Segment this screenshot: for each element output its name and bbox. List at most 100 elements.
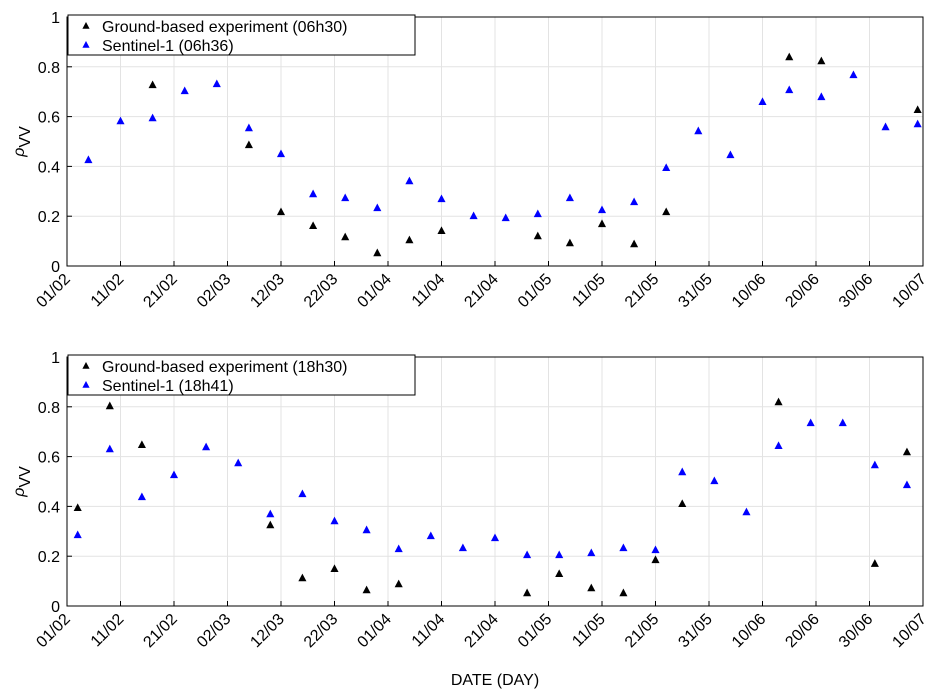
data-point	[244, 123, 253, 132]
y-axis-subscript: VV	[17, 126, 34, 148]
data-point	[533, 231, 542, 240]
data-point	[726, 150, 735, 159]
legend-box	[67, 14, 416, 56]
data-point	[523, 550, 532, 559]
x-tick-label: 10/07	[889, 611, 929, 651]
data-point	[116, 116, 125, 125]
data-point	[309, 189, 318, 198]
data-point	[785, 85, 794, 94]
data-point	[597, 205, 607, 214]
data-point	[458, 543, 467, 552]
axes-frame	[66, 356, 924, 607]
data-point	[148, 80, 157, 89]
x-tick-label: 11/02	[88, 611, 128, 651]
data-point	[785, 52, 794, 61]
data-point	[870, 559, 879, 567]
x-tick-label: 22/03	[301, 271, 341, 311]
y-tick-label: 0.8	[38, 60, 60, 77]
data-point	[330, 516, 339, 525]
data-point	[362, 525, 371, 534]
data-point	[244, 140, 253, 149]
data-point	[758, 97, 767, 106]
x-tick-label: 20/06	[782, 271, 822, 311]
data-point	[555, 550, 564, 559]
data-point	[105, 401, 114, 410]
data-point	[394, 544, 403, 553]
data-point	[73, 503, 82, 512]
y-axis-symbol: ρ	[11, 488, 28, 498]
data-point	[817, 92, 826, 101]
x-tick-label: 11/02	[88, 271, 128, 311]
data-point	[806, 418, 815, 427]
data-point	[565, 193, 574, 202]
data-point	[774, 441, 783, 450]
data-point	[202, 442, 211, 451]
y-tick-label: 1	[51, 350, 60, 367]
data-point	[742, 507, 751, 516]
x-tick-label: 01/05	[515, 271, 555, 311]
x-tick-label: 12/03	[247, 611, 287, 651]
x-tick-label: 02/03	[194, 611, 234, 651]
x-tick-label: 31/05	[675, 611, 715, 651]
x-tick-label: 30/06	[836, 271, 876, 311]
data-point	[630, 239, 639, 248]
data-point	[276, 207, 286, 216]
y-tick-label: 0.8	[38, 400, 60, 417]
data-point	[437, 226, 446, 235]
data-point	[212, 79, 221, 88]
data-point	[469, 211, 478, 220]
data-point	[137, 492, 146, 501]
y-axis-symbol: ρ	[11, 148, 28, 158]
data-point	[533, 209, 542, 218]
legend-label: Sentinel-1 (18h41)	[102, 378, 234, 395]
data-point	[437, 194, 446, 203]
data-point	[587, 583, 596, 592]
data-point	[73, 530, 82, 539]
data-point	[490, 533, 500, 542]
legend-label: Ground-based experiment (06h30)	[102, 19, 347, 36]
x-tick-label: 10/07	[889, 271, 929, 311]
data-point	[870, 460, 879, 469]
legend-label: Sentinel-1 (06h36)	[102, 38, 234, 55]
data-point	[662, 207, 671, 216]
data-point	[373, 248, 382, 257]
data-point	[298, 573, 307, 582]
data-point	[234, 458, 243, 467]
data-point	[838, 418, 847, 427]
data-point	[341, 193, 350, 202]
data-point	[394, 579, 403, 588]
data-point	[555, 569, 564, 578]
x-tick-label: 21/05	[622, 271, 662, 311]
data-point	[849, 70, 858, 79]
x-tick-label: 21/04	[461, 611, 501, 651]
y-tick-label: 0	[51, 599, 60, 616]
x-axis-label: DATE (DAY)	[451, 672, 539, 689]
x-tick-label: 30/06	[836, 611, 876, 651]
data-point	[913, 105, 922, 114]
data-point	[619, 588, 628, 597]
data-point	[587, 548, 596, 557]
data-point	[881, 122, 890, 131]
data-point	[678, 467, 687, 476]
data-point	[913, 119, 922, 128]
data-point	[84, 155, 93, 164]
data-point	[148, 113, 157, 122]
y-axis-label: ρVV	[11, 466, 34, 498]
x-tick-label: 20/06	[782, 611, 822, 651]
data-point	[902, 480, 911, 489]
data-point	[678, 499, 687, 508]
data-point	[169, 470, 179, 479]
legend-marker	[82, 22, 90, 29]
data-point	[662, 163, 671, 172]
y-tick-label: 0.2	[38, 209, 60, 226]
x-tick-label: 01/04	[354, 611, 394, 651]
data-point	[774, 397, 783, 406]
data-point	[266, 520, 275, 529]
data-point	[694, 126, 703, 135]
data-point	[630, 197, 639, 206]
data-point	[362, 585, 371, 594]
data-point	[105, 444, 114, 453]
x-tick-label: 21/05	[622, 611, 662, 651]
data-point	[137, 440, 146, 449]
